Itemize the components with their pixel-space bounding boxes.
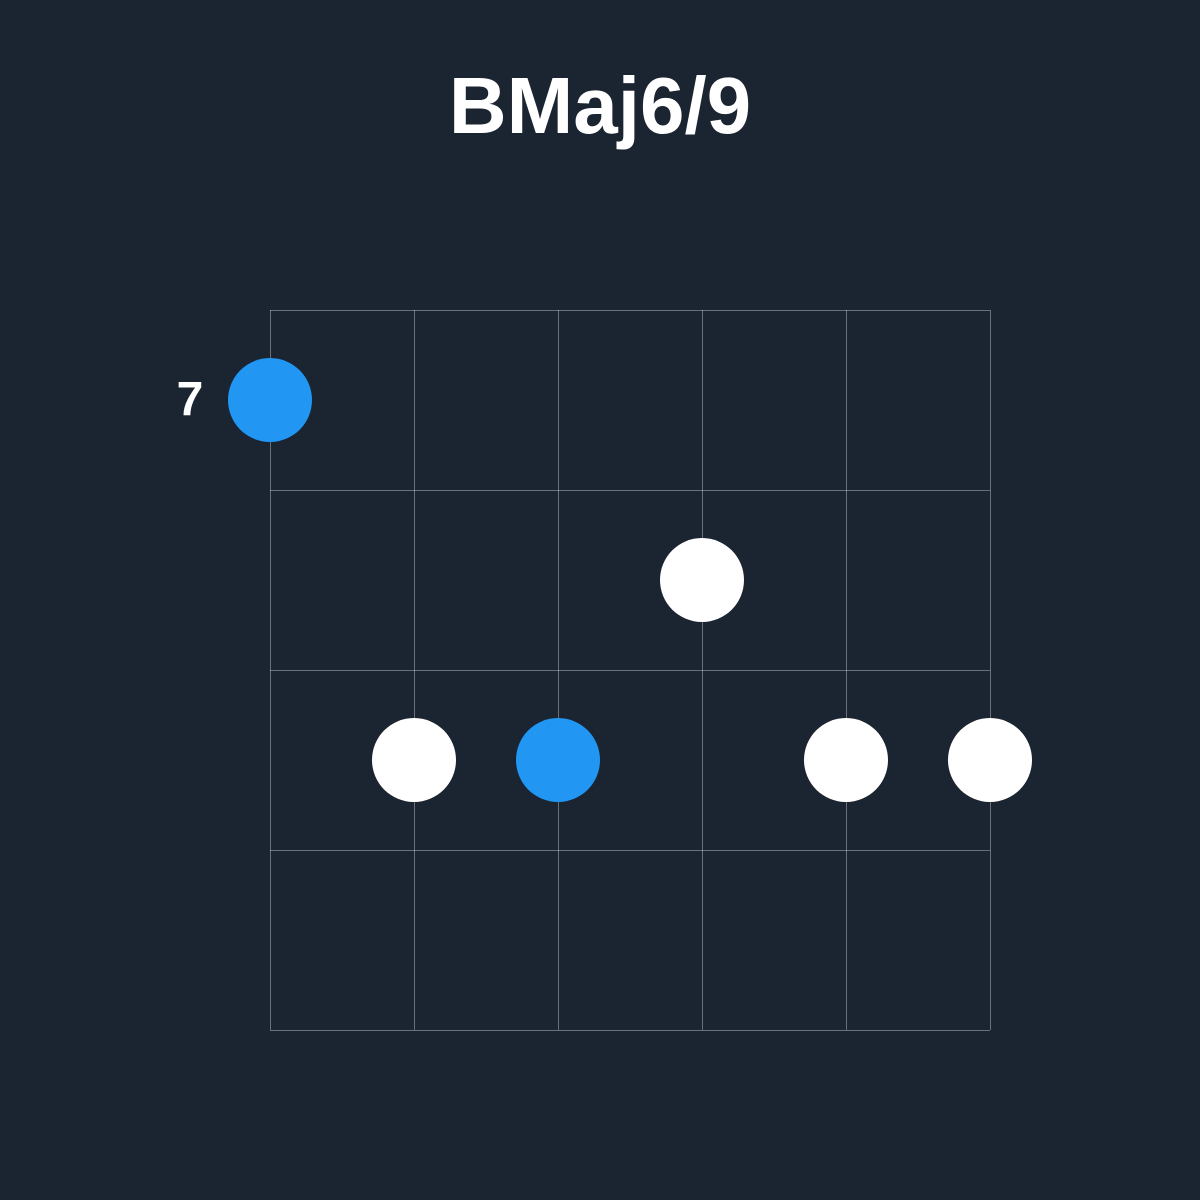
- string-line: [846, 310, 847, 1030]
- fret-line: [270, 670, 990, 671]
- start-fret-label: 7: [177, 373, 204, 428]
- fret-line: [270, 1030, 990, 1031]
- string-line: [558, 310, 559, 1030]
- fretboard: [270, 310, 990, 1030]
- root-note-dot: [228, 358, 312, 442]
- string-line: [702, 310, 703, 1030]
- string-line: [990, 310, 991, 1030]
- chord-title: BMaj6/9: [449, 60, 751, 152]
- chord-diagram-container: BMaj6/9 7: [0, 0, 1200, 1200]
- note-dot: [948, 718, 1032, 802]
- note-dot: [804, 718, 888, 802]
- root-note-dot: [516, 718, 600, 802]
- fret-line: [270, 850, 990, 851]
- note-dot: [372, 718, 456, 802]
- string-line: [414, 310, 415, 1030]
- fret-line: [270, 490, 990, 491]
- note-dot: [660, 538, 744, 622]
- fret-line: [270, 310, 990, 311]
